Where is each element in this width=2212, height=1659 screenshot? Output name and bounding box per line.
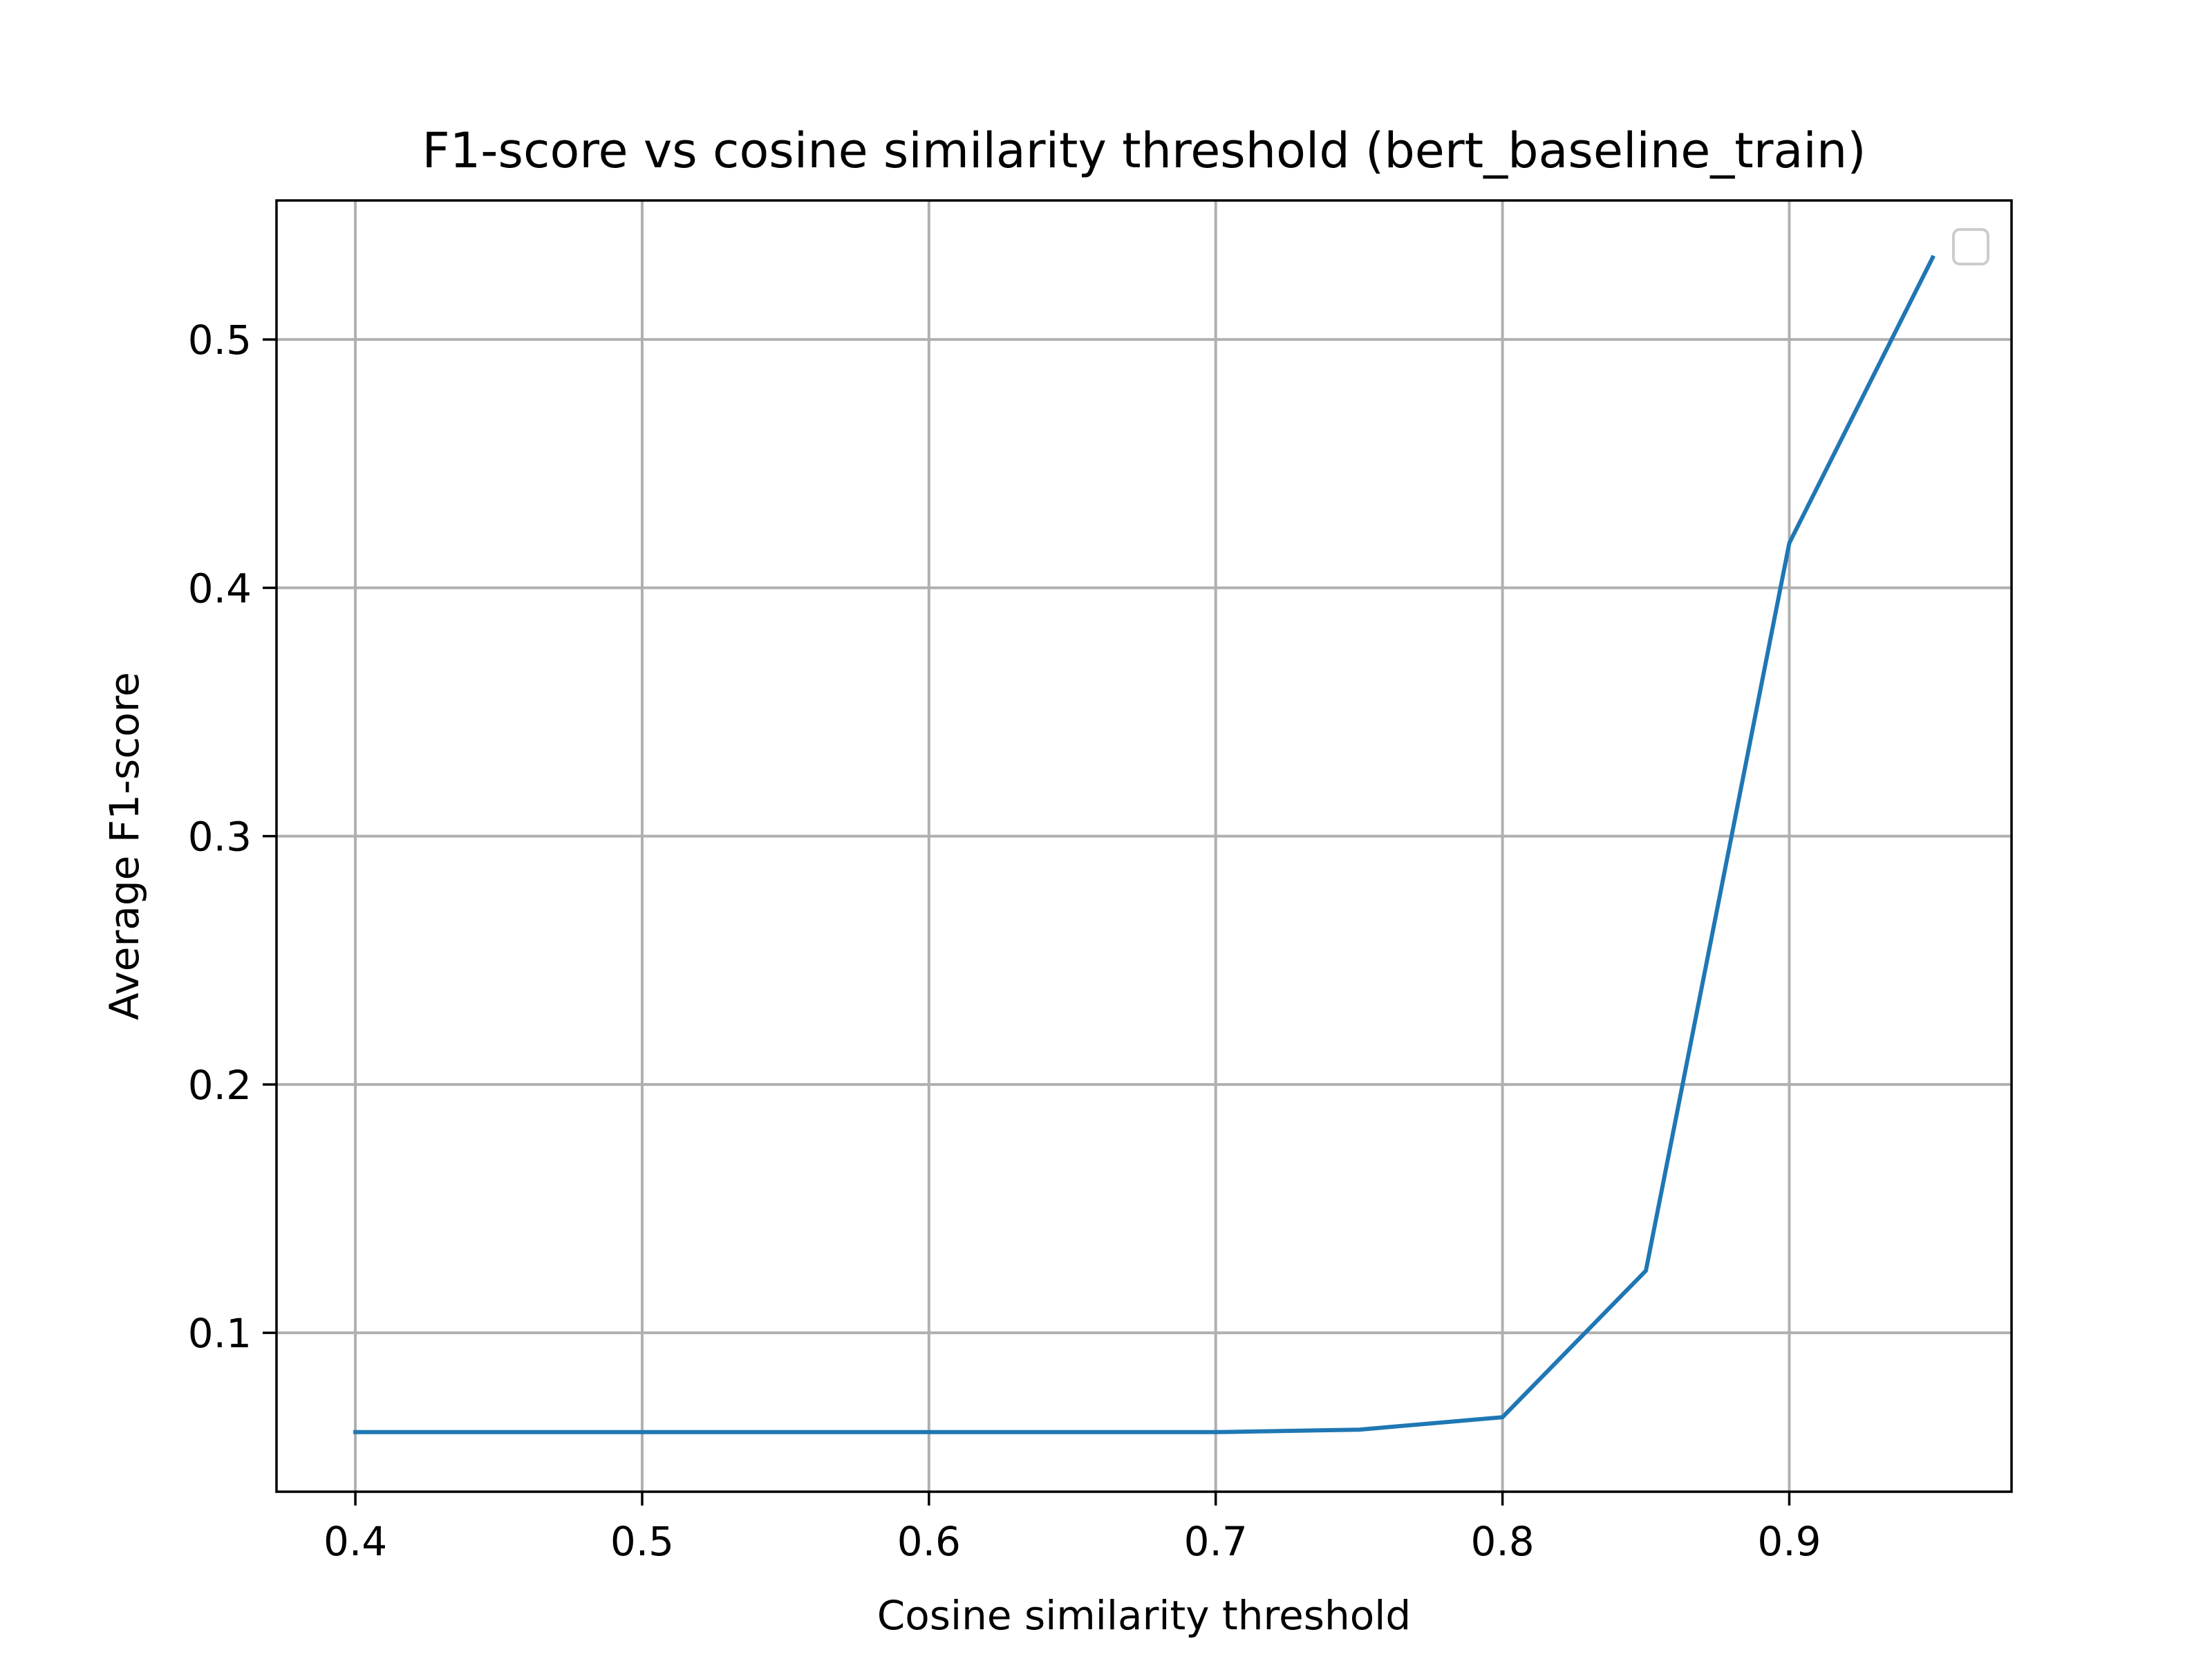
y-axis-label: Average F1-score [101,672,148,1020]
x-tick-label: 0.7 [1184,1518,1248,1565]
x-tick-label: 0.9 [1757,1518,1821,1565]
x-tick-label: 0.8 [1470,1518,1534,1565]
grid-lines [276,200,2012,1492]
plot-frame [275,199,2013,1493]
legend-box [1952,228,1989,265]
y-tick-label: 0.1 [188,1310,252,1357]
x-tick-label: 0.6 [897,1518,961,1565]
y-tick-label: 0.4 [188,565,252,612]
x-tick-label: 0.4 [324,1518,387,1565]
x-axis-ticks: 0.4 0.5 0.6 0.7 0.8 0.9 [324,1492,1821,1565]
series-group [353,254,1936,1434]
y-tick-label: 0.2 [188,1062,252,1109]
chart-title: F1-score vs cosine similarity threshold … [422,122,1866,179]
y-tick-label: 0.5 [188,317,252,364]
series-line [353,254,1936,1434]
y-axis-ticks: 0.1 0.2 0.3 0.4 0.5 [188,317,276,1357]
x-tick-label: 0.5 [610,1518,674,1565]
y-tick-label: 0.3 [188,814,252,861]
x-axis-label: Cosine similarity threshold [877,1592,1411,1639]
